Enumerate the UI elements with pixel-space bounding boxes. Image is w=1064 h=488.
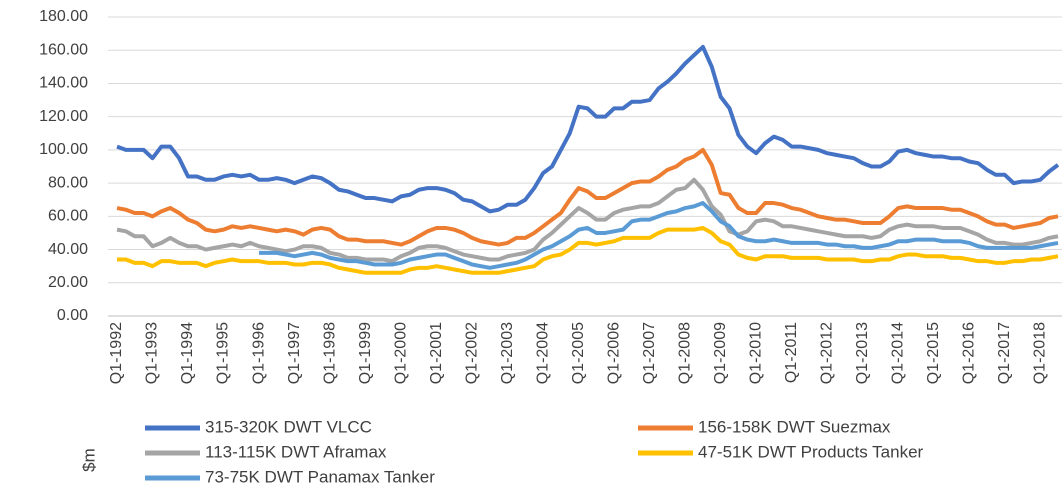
x-tick-label: Q1-2010 (747, 322, 764, 384)
x-tick-label: Q1-1993 (144, 322, 161, 384)
series-line (117, 225, 1059, 275)
series-line (116, 177, 1059, 264)
y-tick-label: 180.00 (39, 8, 88, 25)
x-tick-label: Q1-2007 (641, 322, 658, 384)
x-tick-label: Q1-2002 (463, 322, 480, 384)
x-tick-label: Q1-1998 (321, 322, 338, 384)
x-tick-label: Q1-1992 (108, 322, 125, 384)
y-tick-label: 100.00 (39, 141, 88, 158)
x-tick-label: Q1-2006 (605, 322, 622, 384)
legend-label: 315-320K DWT VLCC (205, 417, 372, 436)
x-tick-label: Q1-2011 (783, 322, 800, 383)
x-tick-label: Q1-2009 (712, 322, 729, 384)
series-line (116, 44, 1060, 214)
legend-label: 113-115K DWT Aframax (205, 442, 387, 461)
series-line (259, 201, 1059, 270)
legend-label: 73-75K DWT Panamax Tanker (205, 467, 435, 486)
x-tick-label: Q1-1994 (179, 322, 196, 384)
x-tick-label: Q1-1999 (357, 322, 374, 384)
x-tick-label: Q1-2015 (925, 322, 942, 384)
x-tick-label: Q1-2016 (960, 322, 977, 384)
y-tick-label: 120.00 (39, 108, 88, 125)
x-tick-label: Q1-2008 (676, 322, 693, 384)
y-tick-label: 80.00 (48, 174, 88, 191)
x-tick-label: Q1-2005 (570, 322, 587, 384)
x-tick-label: Q1-2017 (996, 322, 1013, 384)
x-tick-label: Q1-2001 (428, 322, 445, 384)
y-tick-label: 160.00 (39, 41, 88, 58)
x-tick-label: Q1-1995 (215, 322, 232, 384)
y-tick-label: 40.00 (48, 241, 88, 258)
y-tick-label: 20.00 (48, 274, 88, 291)
series-line (116, 147, 1059, 247)
x-tick-label: Q1-2014 (889, 322, 906, 384)
y-tick-label: 0.00 (57, 307, 88, 324)
x-tick-label: Q1-2004 (534, 322, 551, 384)
x-tick-label: Q1-2012 (818, 322, 835, 384)
x-tick-label: Q1-1997 (286, 322, 303, 384)
x-tick-label: Q1-2013 (854, 322, 871, 384)
x-tick-label: Q1-2003 (499, 322, 516, 384)
y-tick-label: 140.00 (39, 75, 88, 92)
legend-label: 47-51K DWT Products Tanker (698, 442, 924, 461)
legend-label: 156-158K DWT Suezmax (698, 417, 891, 436)
y-tick-label: 60.00 (48, 208, 88, 225)
x-tick-label: Q1-1996 (250, 322, 267, 384)
x-tick-label: Q1-2000 (392, 322, 409, 384)
x-tick-label: Q1-2018 (1031, 322, 1048, 384)
y-axis-label: $m (79, 448, 98, 472)
